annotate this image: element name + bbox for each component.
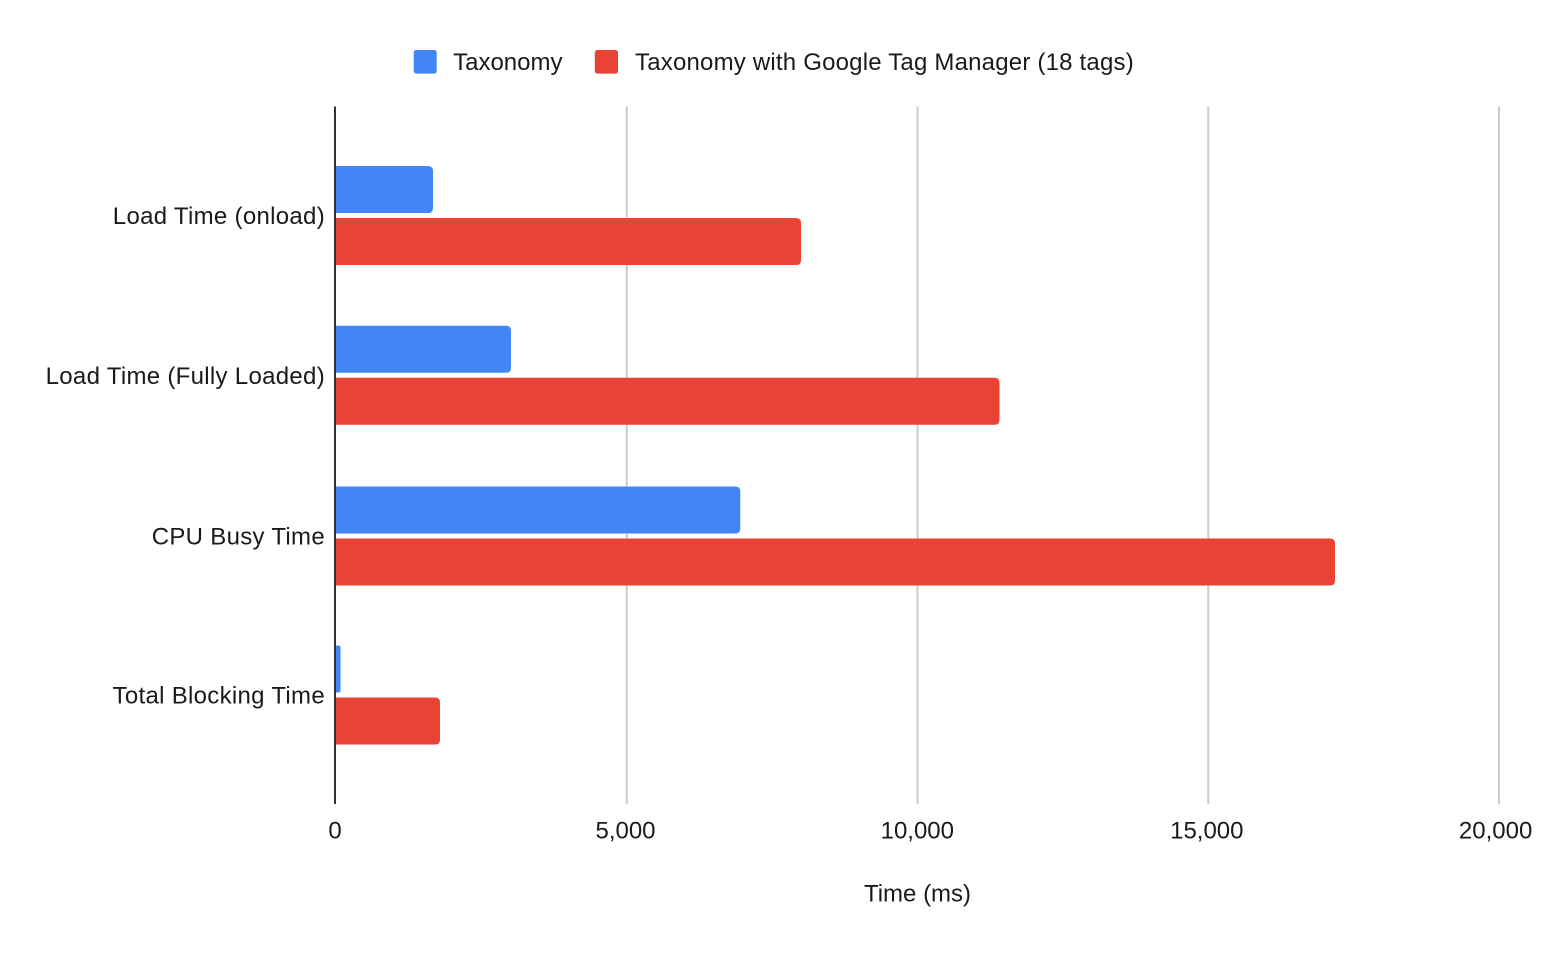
svg-text:20,000: 20,000 — [1459, 818, 1532, 845]
svg-text:CPU Busy Time: CPU Busy Time — [152, 524, 325, 551]
svg-text:Total Blocking Time: Total Blocking Time — [113, 683, 325, 710]
svg-text:Load Time (onload): Load Time (onload) — [113, 203, 325, 230]
svg-text:Taxonomy with Google Tag Manag: Taxonomy with Google Tag Manager (18 tag… — [635, 49, 1134, 76]
svg-text:5,000: 5,000 — [595, 818, 655, 845]
svg-text:0: 0 — [328, 818, 341, 845]
svg-text:Taxonomy: Taxonomy — [453, 49, 562, 76]
svg-text:10,000: 10,000 — [881, 818, 954, 845]
svg-text:Time (ms): Time (ms) — [864, 881, 971, 908]
svg-text:Load Time (Fully Loaded): Load Time (Fully Loaded) — [46, 363, 325, 390]
svg-text:15,000: 15,000 — [1170, 818, 1243, 845]
